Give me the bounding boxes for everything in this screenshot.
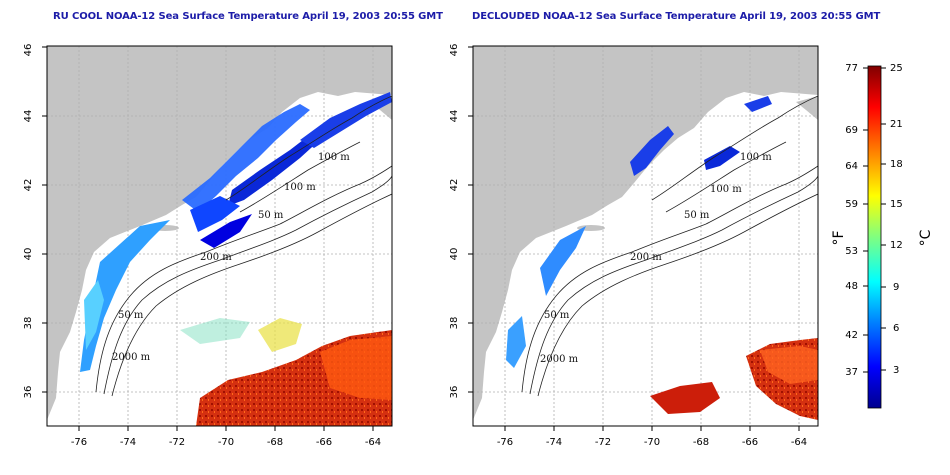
c-tick-label: 21: [890, 119, 903, 130]
lat-tick-label: 36: [23, 386, 34, 399]
f-tick-label: 42: [845, 330, 858, 341]
contour-label-50m-b: 50 m: [544, 310, 570, 321]
c-tick-label: 3: [893, 365, 899, 376]
lon-tick-label: -70: [218, 437, 234, 448]
contour-label-100m-a: 100 m: [318, 152, 350, 163]
lat-ticks-right: 36 38 40 42 44 46: [449, 44, 460, 399]
lat-tick-label: 44: [23, 110, 34, 123]
lon-tick-label: -64: [791, 437, 807, 448]
contour-label-200m: 200 m: [200, 252, 232, 263]
lat-tick-label: 40: [23, 248, 34, 261]
lon-ticks-right: -76 -74 -72 -70 -68 -66 -64: [497, 437, 807, 448]
f-tick-label: 48: [845, 281, 858, 292]
map-panel-left: 100 m 100 m 50 m 200 m 50 m 2000 m -76 -…: [23, 44, 393, 448]
contour-label-2000m: 2000 m: [540, 354, 579, 365]
lat-tick-label: 42: [449, 179, 460, 192]
fahrenheit-ticks: 77 69 64 59 53 48 42 37: [845, 63, 858, 378]
lon-tick-label: -76: [71, 437, 87, 448]
fahrenheit-unit-label: °F: [831, 230, 847, 245]
colorbar: 77 69 64 59 53 48 42 37 25 21 18 15 12 9…: [831, 63, 934, 409]
lat-ticks-left: 36 38 40 42 44 46: [23, 44, 34, 399]
contour-labels-right: 100 m 100 m 50 m 200 m 50 m 2000 m: [540, 152, 772, 365]
lat-tick-label: 46: [23, 44, 34, 57]
c-tick-label: 6: [893, 323, 899, 334]
lat-tick-label: 40: [449, 248, 460, 261]
f-tick-label: 59: [845, 199, 858, 210]
panel-title-left: RU COOL NOAA-12 Sea Surface Temperature …: [53, 11, 443, 22]
panel-title-right: DECLOUDED NOAA-12 Sea Surface Temperatur…: [472, 11, 881, 22]
lon-tick-label: -72: [595, 437, 611, 448]
f-tick-label: 69: [845, 125, 858, 136]
lon-ticks-left: -76 -74 -72 -70 -68 -66 -64: [71, 437, 381, 448]
land-mass: [473, 46, 818, 420]
land-mass: [47, 46, 392, 420]
f-tick-label: 53: [845, 246, 858, 257]
contour-label-50m-a: 50 m: [684, 210, 710, 221]
lon-tick-label: -66: [316, 437, 332, 448]
lat-tick-label: 38: [449, 317, 460, 330]
map-panel-right: 100 m 100 m 50 m 200 m 50 m 2000 m -76 -…: [449, 44, 819, 448]
c-tick-label: 25: [890, 63, 903, 74]
contour-label-100m-a: 100 m: [740, 152, 772, 163]
contour-label-50m-a: 50 m: [258, 210, 284, 221]
celsius-unit-label: °C: [918, 229, 934, 246]
f-tick-label: 37: [845, 367, 858, 378]
f-tick-label: 64: [845, 161, 858, 172]
c-tick-label: 12: [890, 240, 903, 251]
lon-tick-label: -76: [497, 437, 513, 448]
lat-tick-label: 44: [449, 110, 460, 123]
c-tick-label: 15: [890, 199, 903, 210]
contour-labels-left: 100 m 100 m 50 m 200 m 50 m 2000 m: [112, 152, 350, 363]
lon-tick-label: -74: [120, 437, 136, 448]
contour-label-100m-b: 100 m: [710, 184, 742, 195]
c-tick-label: 9: [893, 282, 899, 293]
lon-tick-label: -72: [169, 437, 185, 448]
contour-label-100m-b: 100 m: [284, 182, 316, 193]
contour-label-200m: 200 m: [630, 252, 662, 263]
lat-tick-label: 38: [23, 317, 34, 330]
lon-tick-label: -68: [693, 437, 709, 448]
lon-tick-label: -64: [365, 437, 381, 448]
lon-tick-label: -70: [644, 437, 660, 448]
c-tick-label: 18: [890, 159, 903, 170]
lon-tick-label: -66: [742, 437, 758, 448]
celsius-ticks: 25 21 18 15 12 9 6 3: [890, 63, 903, 376]
lat-tick-label: 42: [23, 179, 34, 192]
f-tick-label: 77: [845, 63, 858, 74]
lon-tick-label: -68: [267, 437, 283, 448]
lon-tick-label: -74: [546, 437, 562, 448]
lat-tick-label: 46: [449, 44, 460, 57]
lat-tick-label: 36: [449, 386, 460, 399]
contour-label-50m-b: 50 m: [118, 310, 144, 321]
contour-label-2000m: 2000 m: [112, 352, 151, 363]
